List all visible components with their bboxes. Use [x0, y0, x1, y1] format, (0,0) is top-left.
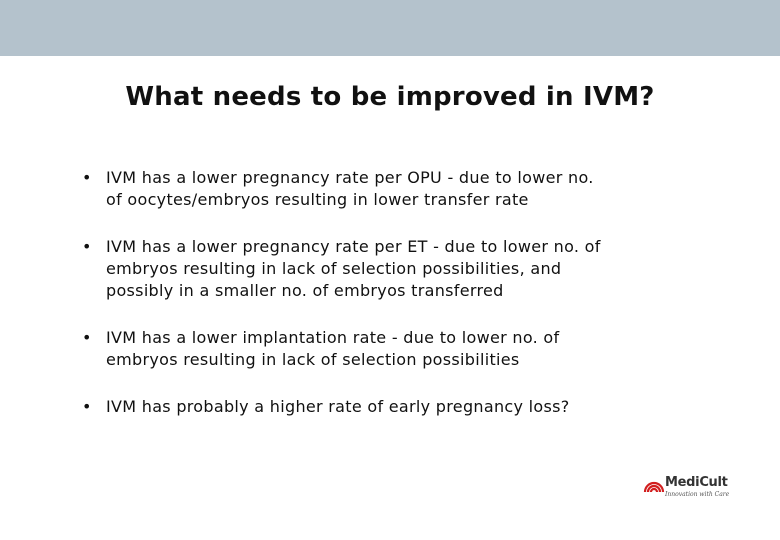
logo-name: MediCult	[665, 475, 728, 490]
bullet-line: embryos resulting in lack of selection p…	[106, 259, 562, 278]
bullet-line: IVM has a lower implantation rate - due …	[106, 328, 560, 347]
slide-title: What needs to be improved in IVM?	[125, 82, 655, 112]
bullet-line: possibly in a smaller no. of embryos tra…	[106, 281, 504, 300]
bullet-dot: •	[82, 397, 92, 416]
bullet-dot: •	[82, 168, 92, 187]
bullet-item: • IVM has a lower implantation rate - du…	[82, 327, 742, 371]
medicult-logo: MediCult Innovation with Care	[643, 474, 743, 504]
bullet-list: • IVM has a lower pregnancy rate per OPU…	[82, 167, 742, 443]
bullet-item: • IVM has a lower pregnancy rate per OPU…	[82, 167, 742, 211]
bullet-line: embryos resulting in lack of selection p…	[106, 350, 520, 369]
medicult-arcs-icon	[643, 481, 665, 493]
bullet-dot: •	[82, 237, 92, 256]
bullet-line: IVM has a lower pregnancy rate per ET - …	[106, 237, 601, 256]
bullet-item: • IVM has probably a higher rate of earl…	[82, 396, 742, 418]
bullet-line: IVM has probably a higher rate of early …	[106, 397, 570, 416]
bullet-dot: •	[82, 328, 92, 347]
bullet-line: of oocytes/embryos resulting in lower tr…	[106, 190, 529, 209]
bullet-item: • IVM has a lower pregnancy rate per ET …	[82, 236, 742, 302]
header-band	[0, 0, 780, 56]
bullet-line: IVM has a lower pregnancy rate per OPU -…	[106, 168, 594, 187]
logo-tagline: Innovation with Care	[665, 491, 730, 498]
